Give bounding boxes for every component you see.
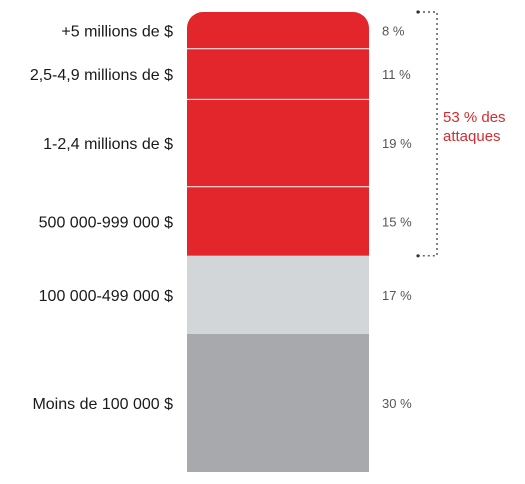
value-label-6: 30 % <box>382 396 412 411</box>
bar-segments <box>187 12 369 472</box>
value-label-4: 15 % <box>382 214 412 229</box>
value-label-5: 17 % <box>382 288 412 303</box>
bar-segment-2 <box>187 48 369 100</box>
category-label-6: Moins de 100 000 $ <box>32 396 173 413</box>
bar-segment-6 <box>187 334 369 472</box>
bar-segment-4 <box>187 186 369 256</box>
bar-segment-5 <box>187 255 369 334</box>
category-label-3: 1-2,4 millions de $ <box>43 136 173 153</box>
annotation-line-1: 53 % des <box>443 109 506 126</box>
value-label-1: 8 % <box>382 23 405 38</box>
category-label-5: 100 000-499 000 $ <box>39 288 173 305</box>
percentage-labels: 8 % 11 % 19 % 15 % 17 % 30 % <box>382 23 412 411</box>
value-label-2: 11 % <box>382 67 411 82</box>
annotation-bracket <box>418 11 438 257</box>
bracket-end-dot <box>416 10 420 14</box>
category-label-2: 2,5-4,9 millions de $ <box>30 67 173 84</box>
bar-segment-3 <box>187 99 369 187</box>
annotation-group: 53 % des attaques <box>416 10 506 258</box>
category-label-1: +5 millions de $ <box>61 23 173 40</box>
value-label-3: 19 % <box>382 136 412 151</box>
annotation-line-2: attaques <box>443 128 501 145</box>
bar-segment-1 <box>187 12 369 49</box>
bracket-end-dot <box>416 254 420 258</box>
category-label-4: 500 000-999 000 $ <box>39 214 173 231</box>
category-labels: +5 millions de $ 2,5-4,9 millions de $ 1-2… <box>30 23 173 413</box>
